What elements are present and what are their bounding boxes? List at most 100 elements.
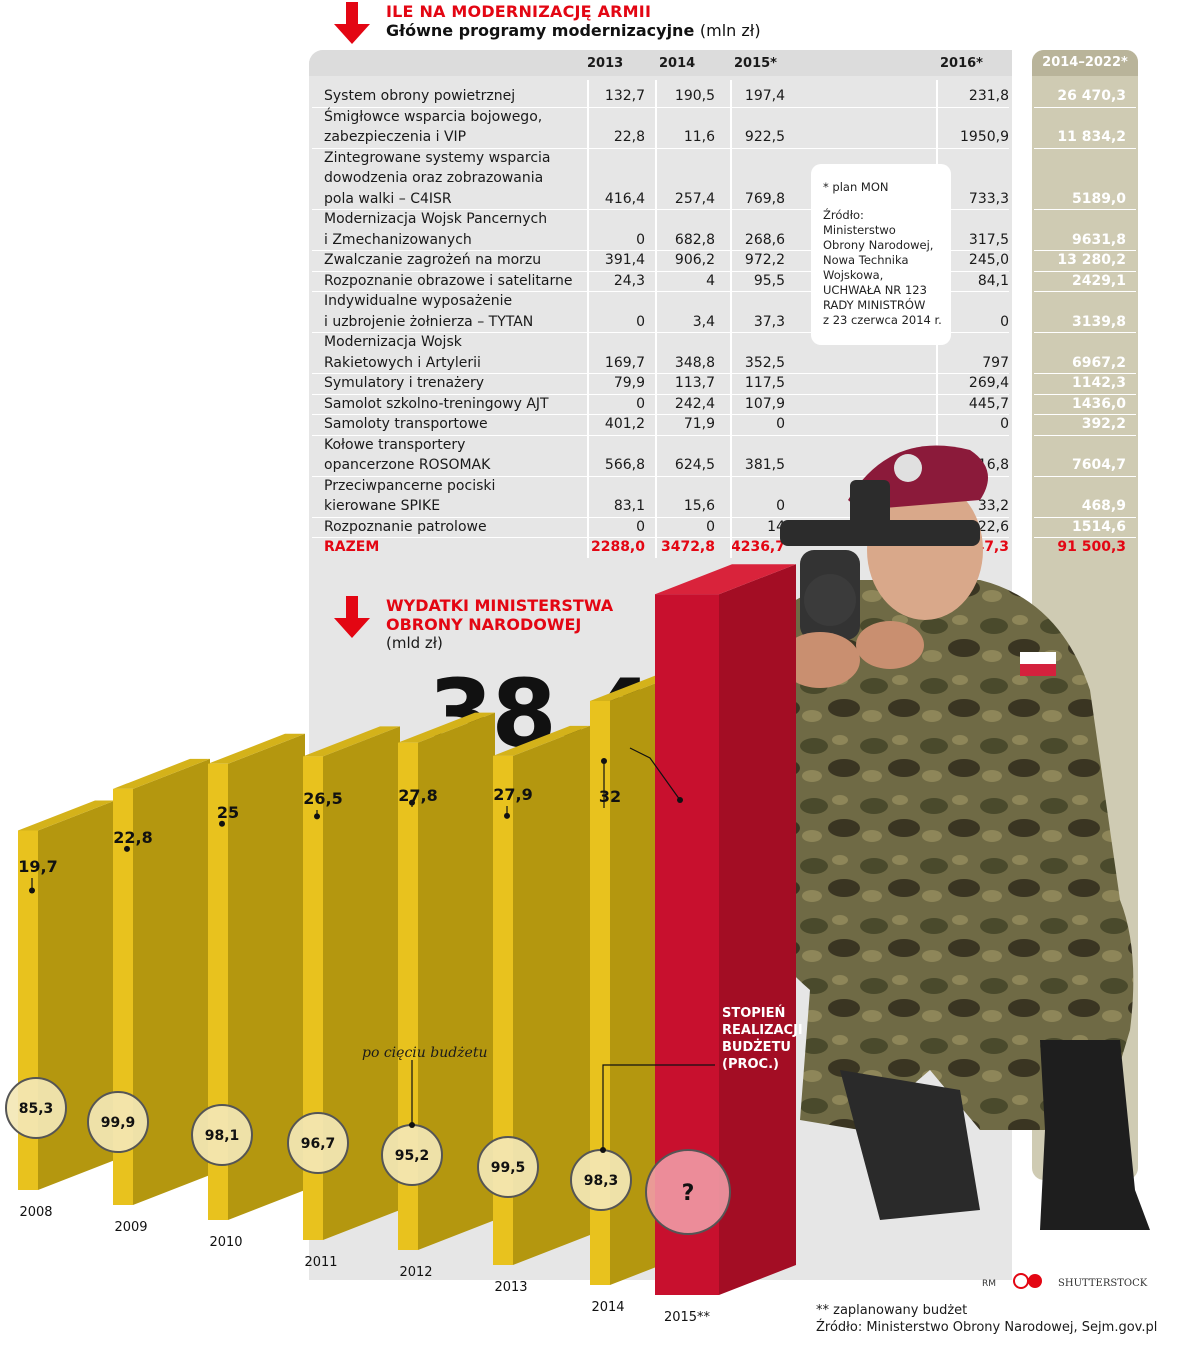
table-cell: 107,9 xyxy=(744,395,785,412)
table-cell: 0 xyxy=(636,395,645,412)
annotation-dot xyxy=(409,1122,415,1128)
table-cell: 83,1 xyxy=(613,498,645,514)
table-header-band xyxy=(309,50,1012,76)
table-row-label: Kołowe transportery opancerzone ROSOMAK xyxy=(324,436,491,474)
execution-circle xyxy=(5,1077,67,1139)
execution-circle xyxy=(287,1112,349,1174)
execution-circle xyxy=(87,1091,149,1153)
range-cell: 1436,0 xyxy=(1071,395,1126,412)
table-row-label: Samolot szkolno-treningowy AJT xyxy=(324,395,549,412)
range-row-separator xyxy=(1034,209,1136,210)
highlight-bar-side xyxy=(719,564,796,1295)
table-row-label: Symulatory i trenażery xyxy=(324,375,485,391)
bar-side xyxy=(513,725,590,1265)
execution-circle xyxy=(191,1104,253,1166)
chart-title: WYDATKI MINISTERSTWA OBRONY NARODOWEJ xyxy=(386,596,614,634)
bar-top xyxy=(303,726,400,757)
table-cell: 972,2 xyxy=(744,252,785,268)
range-row-separator xyxy=(1034,147,1136,149)
range-row-separator xyxy=(1034,414,1136,415)
execution-label: 98,1 xyxy=(205,1128,240,1144)
table-cell: 0 xyxy=(706,518,715,535)
range-cell: 3139,8 xyxy=(1071,313,1126,330)
column-separator xyxy=(587,80,589,558)
table-cell: 95,5 xyxy=(753,272,785,289)
range-row-separator xyxy=(1034,475,1136,477)
table-cell: 922,5 xyxy=(744,129,785,145)
table-cell: 197,4 xyxy=(744,88,785,104)
column-header-2013: 2013 xyxy=(587,56,624,71)
value-leader-dot xyxy=(124,845,130,852)
table-cell: 37,3 xyxy=(753,313,785,330)
table-cell: 566,8 xyxy=(604,457,645,473)
value-leader-dot xyxy=(219,820,225,827)
table-row-label: Zwalczanie zagrożeń na morzu xyxy=(324,252,542,268)
execution-label: 96,7 xyxy=(301,1136,336,1152)
column-separator xyxy=(655,80,657,558)
row-separator xyxy=(312,106,1009,108)
row-separator xyxy=(312,209,1009,210)
table-cell: 3,4 xyxy=(692,313,715,330)
bar-top xyxy=(493,725,590,756)
footer-note: ** zaplanowany budżet xyxy=(816,1303,968,1318)
year-label: 2012 xyxy=(399,1265,432,1280)
table-cell: 79,9 xyxy=(613,375,645,391)
year-label: 2015** xyxy=(664,1310,711,1325)
range-cell: 392,2 xyxy=(1081,416,1126,432)
table-row-label: Rozpoznanie obrazowe i satelitarne xyxy=(324,272,573,289)
year-label: 2011 xyxy=(304,1255,337,1270)
execution-label: 95,2 xyxy=(395,1148,430,1164)
table-row-label: System obrony powietrznej xyxy=(324,88,516,104)
range-row-separator xyxy=(1034,291,1136,292)
bar-top xyxy=(398,712,495,743)
table-cell: 242,4 xyxy=(674,395,715,412)
section-title: ILE NA MODERNIZACJĘ ARMII xyxy=(386,2,652,21)
table-cell: 4 xyxy=(706,272,715,289)
table-cell: 733,3 xyxy=(968,190,1009,207)
table-cell: 906,2 xyxy=(674,252,715,268)
execution-circle xyxy=(477,1136,539,1198)
copyright-logo-icon xyxy=(1013,1273,1042,1289)
table-cell: 445,7 xyxy=(968,395,1009,412)
table-cell: 401,2 xyxy=(604,416,645,432)
chart-unit: (mld zł) xyxy=(386,634,443,652)
bar-value-label: 26,5 xyxy=(303,789,342,808)
table-cell: 0 xyxy=(636,518,645,535)
column-separator xyxy=(730,80,732,558)
row-separator xyxy=(312,270,1009,272)
table-row-label: Modernizacja Wojsk Pancernych i Zmechani… xyxy=(324,211,548,248)
table-cell: 0 xyxy=(1000,416,1009,432)
row-separator xyxy=(312,332,1009,333)
row-separator xyxy=(312,291,1009,292)
range-row-separator xyxy=(1034,393,1136,395)
table-cell: 268,6 xyxy=(744,231,785,248)
total-cell: 2288,0 xyxy=(590,539,645,555)
table-cell: 15,6 xyxy=(683,498,715,514)
year-label: 2009 xyxy=(114,1220,147,1235)
execution-label: 99,9 xyxy=(101,1115,136,1131)
range-row-separator xyxy=(1034,270,1136,272)
range-cell: 1142,3 xyxy=(1071,375,1126,391)
range-cell: 7604,7 xyxy=(1071,457,1126,473)
table-cell: 416,4 xyxy=(604,190,645,207)
down-arrow-icon-2 xyxy=(334,596,370,638)
table-cell: 22,8 xyxy=(613,129,645,145)
range-column-header: 2014–2022* xyxy=(1032,50,1138,76)
range-row-separator xyxy=(1034,537,1136,538)
table-cell: 391,4 xyxy=(604,252,645,268)
column-header-2014: 2014 xyxy=(659,56,696,71)
bar-top xyxy=(208,733,305,764)
table-cell: 22,6 xyxy=(977,518,1009,535)
value-leader-dot xyxy=(677,797,683,803)
row-separator xyxy=(312,373,1009,374)
table-cell: 33,2 xyxy=(977,498,1009,514)
range-row-separator xyxy=(1034,373,1136,374)
value-leader-dot xyxy=(601,758,607,764)
range-cell: 26 470,3 xyxy=(1057,88,1126,104)
execution-leader xyxy=(602,1064,715,1150)
table-row-label: Zintegrowane systemy wsparcia dowodzenia… xyxy=(324,149,551,207)
execution-label: 99,5 xyxy=(491,1160,526,1176)
value-leader-dot xyxy=(409,799,415,806)
table-row-label: Przeciwpancerne pociski kierowane SPIKE xyxy=(324,477,496,515)
photo-credit: SHUTTERSTOCK xyxy=(1058,1278,1148,1289)
